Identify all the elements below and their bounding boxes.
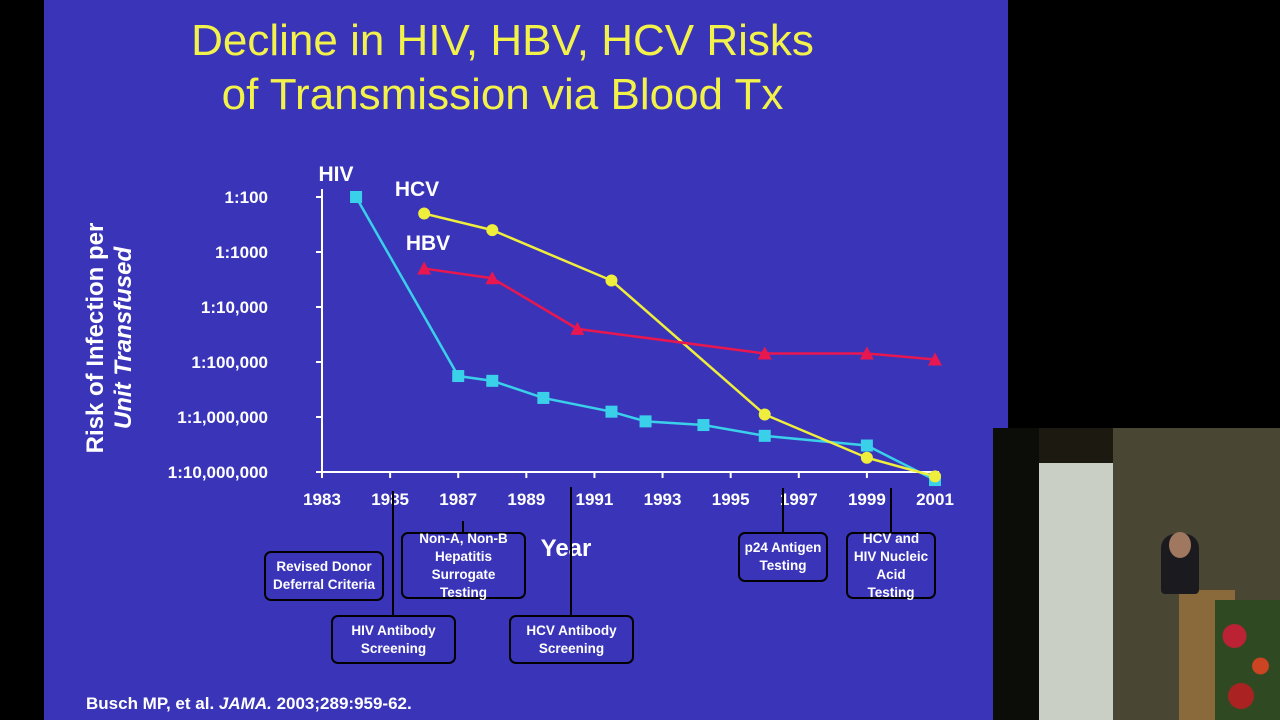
video-dark-panel xyxy=(993,428,1039,720)
data-point-hbv xyxy=(757,346,772,360)
data-point-hcv xyxy=(860,451,873,464)
data-point-hbv xyxy=(570,321,585,335)
milestone-label: p24 Antigen Testing xyxy=(744,540,822,573)
x-tick-label: 1991 xyxy=(576,490,614,509)
data-point-hiv xyxy=(350,191,363,203)
x-tick-label: 1983 xyxy=(303,490,341,509)
milestone-label: HIV Antibody Screening xyxy=(351,622,436,656)
milestone-box: HCV and HIV Nucleic Acid Testing xyxy=(846,530,936,600)
data-point-hiv xyxy=(639,415,652,428)
data-point-hbv xyxy=(928,352,942,366)
data-point-hiv xyxy=(605,405,618,418)
chart-labels: HIV HCV HBV xyxy=(318,163,450,255)
x-tick-label: 1985 xyxy=(371,490,409,509)
speaker-video-icon xyxy=(993,428,1280,720)
milestone-connectors xyxy=(392,487,892,615)
y-tick-label: 1:1000 xyxy=(215,243,268,262)
citation-ref: 2003;289:959-62. xyxy=(276,694,412,713)
citation: Busch MP, et al. JAMA. 2003;289:959-62. xyxy=(86,694,412,714)
x-tick-label: 1999 xyxy=(848,490,886,509)
y-tick-label: 1:1,000,000 xyxy=(177,408,268,427)
milestone-label: Non-A, Non-B Hepatitis Surrogate Testing xyxy=(419,530,508,600)
series-lines xyxy=(354,196,936,482)
data-point-hcv xyxy=(605,274,618,287)
data-point-hiv xyxy=(758,429,771,442)
series-line-hbv xyxy=(423,267,936,361)
video-speaker-head xyxy=(1169,532,1191,558)
y-tick-label: 1:10,000,000 xyxy=(168,463,268,482)
data-point-hcv xyxy=(758,408,771,421)
series-line-hiv xyxy=(354,196,936,482)
milestone-box: p24 Antigen Testing xyxy=(738,532,828,582)
video-flowers xyxy=(1215,600,1280,720)
x-tick-label: 2001 xyxy=(916,490,954,509)
milestone-label: HCV Antibody Screening xyxy=(526,622,617,656)
x-axis-title: Year xyxy=(541,535,592,562)
y-tick-label: 1:100,000 xyxy=(191,353,268,372)
slide-background xyxy=(44,0,1008,720)
milestone-box: HCV Antibody Screening xyxy=(509,615,634,664)
milestone-label: HCV and HIV Nucleic Acid Testing xyxy=(853,530,929,600)
data-point-hiv xyxy=(452,370,465,383)
data-point-hiv xyxy=(860,439,873,452)
series-label-hiv: HIV xyxy=(318,163,353,186)
x-tick-label: 1989 xyxy=(507,490,545,509)
x-tick-label: 1993 xyxy=(644,490,682,509)
series-label-hcv: HCV xyxy=(395,178,439,201)
series-markers xyxy=(350,191,942,487)
y-tick-label: 1:10,000 xyxy=(201,298,268,317)
data-point-hcv xyxy=(486,224,499,237)
slide-title: Decline in HIV, HBV, HCV Risks of Transm… xyxy=(0,14,1005,122)
x-tick-label: 1987 xyxy=(439,490,477,509)
data-point-hiv xyxy=(697,419,710,432)
milestone-label: Revised Donor Deferral Criteria xyxy=(272,559,376,592)
citation-journal: JAMA. xyxy=(218,694,272,713)
milestone-box: HIV Antibody Screening xyxy=(331,615,456,664)
data-point-hbv xyxy=(485,271,500,285)
milestone-box: Non-A, Non-B Hepatitis Surrogate Testing xyxy=(401,530,526,600)
citation-authors: Busch MP, et al. xyxy=(86,694,215,713)
video-banner xyxy=(1039,463,1113,720)
chart-axes: 1:100 1:1000 1:10,000 1:100,000 1:1,000,000 1… xyxy=(168,188,954,562)
series-label-hbv: HBV xyxy=(406,232,450,255)
y-tick-label: 1:100 xyxy=(225,188,268,207)
data-point-hbv xyxy=(417,261,432,275)
data-point-hcv xyxy=(418,207,431,220)
x-tick-label: 1997 xyxy=(780,490,818,509)
data-point-hiv xyxy=(486,374,499,387)
title-line-2: of Transmission via Blood Tx xyxy=(221,70,784,119)
data-point-hcv xyxy=(929,470,941,483)
milestone-box: Revised Donor Deferral Criteria xyxy=(264,551,384,601)
data-point-hiv xyxy=(537,391,550,404)
data-point-hbv xyxy=(859,346,874,360)
series-line-hcv xyxy=(423,212,936,478)
title-line-1: Decline in HIV, HBV, HCV Risks xyxy=(191,16,814,65)
x-tick-label: 1995 xyxy=(712,490,750,509)
